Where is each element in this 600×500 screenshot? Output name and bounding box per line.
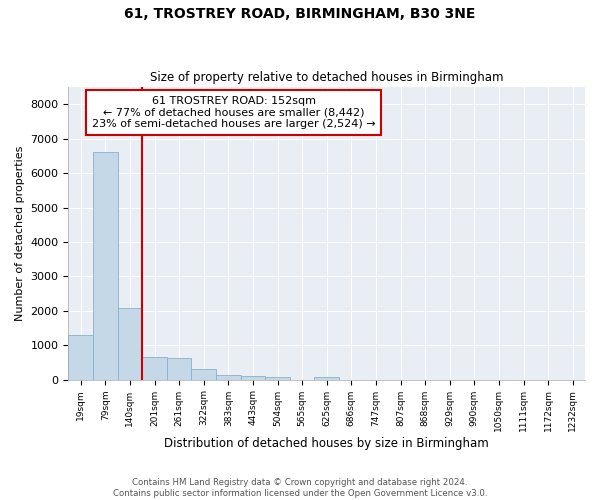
Bar [68, 335, 93, 380]
Text: 61 TROSTREY ROAD: 152sqm
← 77% of detached houses are smaller (8,442)
23% of sem: 61 TROSTREY ROAD: 152sqm ← 77% of detach… [92, 96, 376, 129]
Text: 61, TROSTREY ROAD, BIRMINGHAM, B30 3NE: 61, TROSTREY ROAD, BIRMINGHAM, B30 3NE [124, 8, 476, 22]
Text: Contains HM Land Registry data © Crown copyright and database right 2024.
Contai: Contains HM Land Registry data © Crown c… [113, 478, 487, 498]
Bar [93, 152, 118, 380]
Bar [167, 358, 191, 380]
Bar [191, 370, 216, 380]
Bar [118, 308, 142, 380]
X-axis label: Distribution of detached houses by size in Birmingham: Distribution of detached houses by size … [164, 437, 489, 450]
Bar [216, 375, 241, 380]
Bar [142, 357, 167, 380]
Bar [241, 376, 265, 380]
Y-axis label: Number of detached properties: Number of detached properties [15, 146, 25, 321]
Bar [314, 377, 339, 380]
Bar [265, 377, 290, 380]
Title: Size of property relative to detached houses in Birmingham: Size of property relative to detached ho… [150, 72, 503, 85]
